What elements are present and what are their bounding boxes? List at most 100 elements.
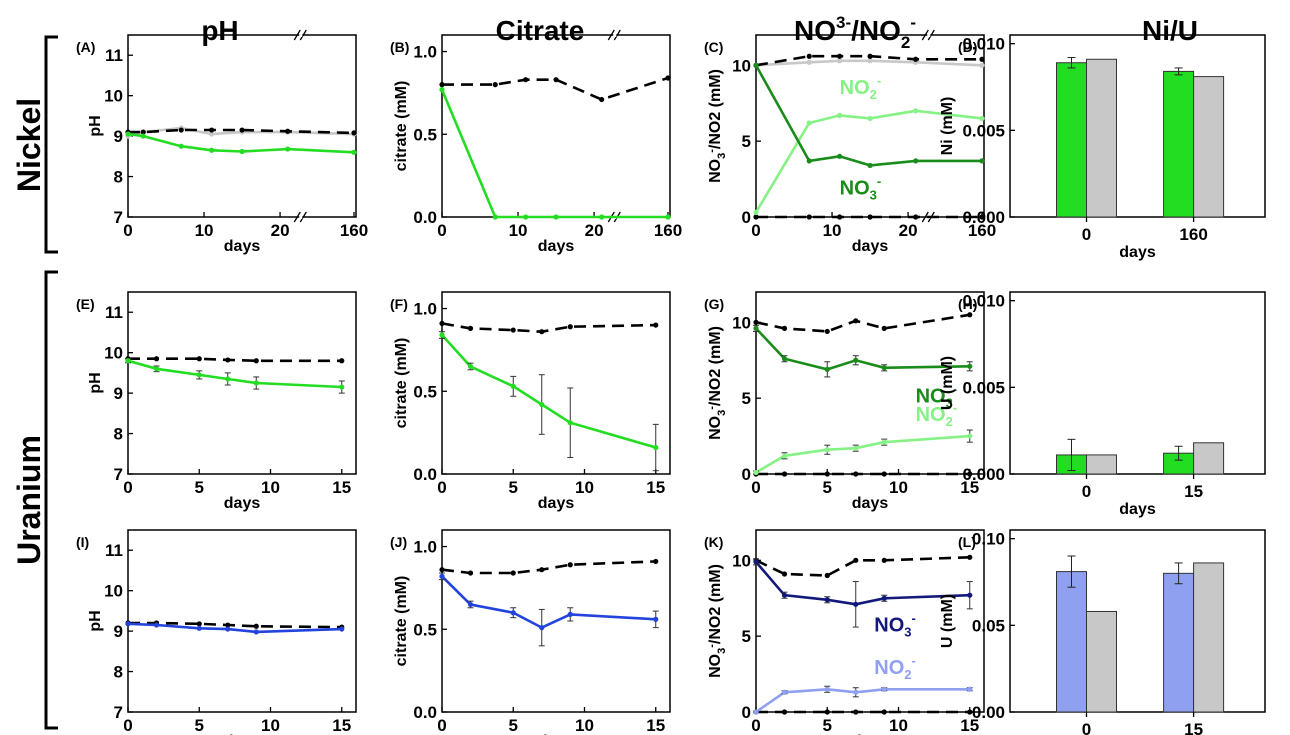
data-point: [881, 709, 887, 715]
series-label: NO2-: [874, 653, 916, 682]
y-tick-label: 1.0: [413, 300, 437, 319]
panel-letter: (D): [958, 39, 977, 55]
data-point: [913, 158, 919, 164]
data-point: [824, 597, 830, 603]
data-point: [467, 570, 474, 576]
data-point: [967, 433, 973, 439]
axis-break: [921, 29, 929, 41]
x-tick-label: 0: [751, 221, 760, 240]
series-line: [441, 560, 656, 575]
series-line: [441, 334, 657, 449]
data-point: [539, 401, 545, 408]
data-point: [979, 158, 985, 164]
x-tick-label: 15: [960, 716, 979, 735]
axis-break: [293, 29, 301, 41]
bar: [1163, 572, 1195, 713]
data-point: [967, 709, 973, 715]
data-point: [209, 127, 215, 133]
data-point: [253, 623, 259, 629]
y-axis-label: pH: [87, 115, 104, 136]
data-point: [239, 148, 245, 155]
data-point: [178, 127, 184, 133]
column-title-citrate: Citrate: [496, 15, 585, 46]
panel-letter: (L): [958, 534, 976, 550]
series-line: [755, 556, 970, 577]
series-label: NO2-: [840, 73, 882, 102]
panel-a: (A) 7 8 9 10 11 pH 0 10 20 160 days: [76, 29, 368, 255]
data-point: [225, 622, 231, 628]
data-point: [567, 611, 573, 617]
data-point: [853, 318, 859, 324]
y-axis-label: NO3-/NO2 (mM): [706, 326, 728, 440]
data-point: [339, 626, 345, 632]
data-point: [196, 621, 202, 627]
y-tick-label: 1.0: [413, 43, 437, 62]
data-point: [196, 372, 202, 378]
x-tick-label: 15: [1184, 720, 1203, 735]
y-tick-label: 5: [742, 627, 751, 646]
data-point: [225, 376, 231, 382]
bar: [1193, 442, 1225, 475]
y-tick-label: 10: [732, 56, 751, 75]
data-point: [979, 62, 985, 68]
y-tick-label: 0.5: [413, 620, 437, 639]
y-axis-label: NO3-/NO2 (mM): [706, 564, 728, 678]
data-point: [979, 115, 985, 122]
y-tick-label: 11: [105, 303, 123, 322]
panel-letter: (E): [76, 296, 95, 312]
data-point: [467, 601, 474, 608]
y-tick-label: 9: [114, 384, 123, 403]
y-tick-label: 8: [114, 168, 123, 187]
x-tick-label: 10: [889, 478, 908, 497]
panel-d: (D) 0.000 0.005 0.010 Ni (mM) 0 160 days: [939, 34, 1266, 261]
data-point: [567, 420, 573, 426]
y-tick-label: 0.000: [962, 465, 1005, 484]
series-label: NO3-: [916, 382, 958, 411]
data-point: [806, 59, 812, 65]
data-point: [492, 214, 498, 220]
data-point: [125, 621, 131, 627]
data-point: [553, 77, 559, 83]
data-point: [781, 453, 788, 459]
y-axis-label: citrate (mM): [393, 81, 410, 172]
x-tick-label: 15: [646, 478, 665, 497]
bar: [1193, 562, 1225, 713]
data-point: [913, 108, 919, 114]
data-point: [753, 209, 759, 216]
series-line: [755, 561, 970, 606]
plot-frame: [127, 34, 357, 218]
y-tick-label: 11: [105, 46, 123, 65]
plot-frame: [127, 529, 357, 713]
y-tick-label: 10: [104, 87, 123, 106]
plot-frame: [1009, 291, 1266, 475]
uranium-bracket: [44, 270, 58, 730]
x-tick-label: 160: [654, 221, 682, 240]
data-point: [837, 112, 843, 118]
y-axis-label: NO3-/NO2 (mM): [706, 69, 728, 183]
y-axis-label: U (mM): [939, 594, 956, 648]
y-tick-label: 0.010: [962, 35, 1005, 54]
x-tick-label: 15: [646, 716, 665, 735]
data-point: [178, 143, 184, 149]
x-tick-label: 15: [332, 478, 351, 497]
x-tick-label: 160: [1179, 225, 1207, 244]
data-point: [806, 214, 812, 220]
data-point: [881, 557, 887, 563]
data-point: [439, 320, 445, 327]
data-point: [967, 686, 973, 692]
data-point: [339, 384, 345, 390]
data-point: [209, 131, 215, 137]
data-point: [125, 131, 131, 137]
data-point: [781, 571, 788, 577]
data-point: [881, 365, 887, 371]
x-tick-label: 5: [195, 716, 204, 735]
x-tick-label: 0: [1082, 225, 1091, 244]
plot-frame: [1009, 529, 1266, 713]
series-line: [755, 59, 983, 67]
panel-b: (B) 0.0 0.5 1.0 citrate (mM) 0 10 20 160 days: [390, 29, 682, 255]
x-tick-label: 10: [195, 221, 214, 240]
x-tick-label: 10: [575, 478, 594, 497]
panel-h: (H) 0.000 0.005 0.010 U (mM) 0 15 days: [939, 291, 1266, 518]
y-tick-label: 0.05: [972, 616, 1005, 635]
